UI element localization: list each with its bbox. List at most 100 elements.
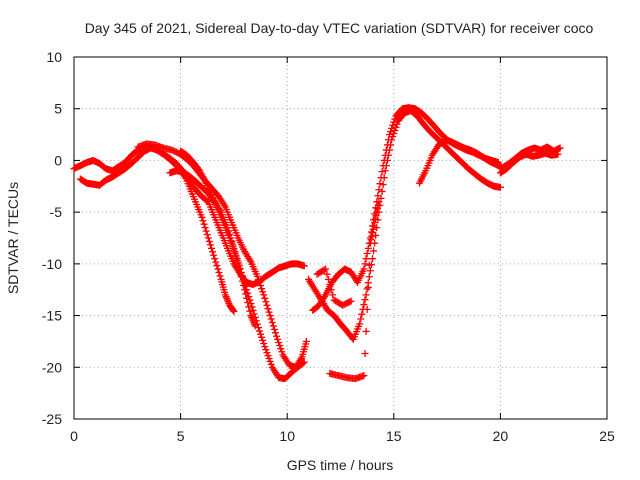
data-point (214, 265, 222, 273)
data-point (375, 186, 383, 194)
data-point (200, 220, 208, 228)
data-point (329, 291, 337, 299)
data-point (371, 218, 379, 226)
data-point (302, 337, 310, 345)
data-point (381, 167, 389, 175)
data-point (231, 250, 239, 258)
data-point (261, 343, 269, 351)
data-point (324, 275, 332, 283)
data-point (299, 359, 307, 367)
data-point (228, 239, 236, 247)
series-track-i (496, 149, 562, 177)
data-point (389, 121, 397, 129)
data-point (215, 268, 223, 276)
data-series (70, 104, 564, 383)
data-point (363, 305, 371, 313)
data-point (259, 288, 267, 296)
data-point (374, 201, 382, 209)
x-tick-label: 20 (493, 428, 509, 444)
y-tick-label: -15 (42, 308, 62, 324)
data-point (379, 162, 387, 170)
data-point (277, 345, 285, 353)
data-point (361, 296, 369, 304)
plot-frame (73, 56, 608, 420)
y-tick-label: -20 (42, 359, 62, 375)
data-point (271, 329, 279, 337)
y-tick-label: -25 (42, 411, 62, 427)
data-point (208, 244, 216, 252)
data-point (362, 255, 370, 263)
data-point (363, 250, 371, 258)
data-point (255, 278, 263, 286)
data-point (300, 358, 308, 366)
y-tick-label: 5 (54, 101, 62, 117)
x-tick-label: 15 (386, 428, 402, 444)
data-point (362, 291, 370, 299)
data-point (377, 174, 385, 182)
data-point (205, 237, 213, 245)
data-point (236, 268, 244, 276)
data-point (375, 198, 383, 206)
data-point (230, 307, 238, 315)
data-point (229, 243, 237, 251)
y-tick-label: -5 (50, 204, 63, 220)
data-point (367, 236, 375, 244)
data-point (209, 248, 217, 256)
data-point (323, 270, 331, 278)
data-point (370, 222, 378, 230)
data-point (366, 267, 374, 275)
data-point (273, 332, 281, 340)
data-point (357, 315, 365, 323)
data-point (369, 225, 377, 233)
y-tick-label: 0 (54, 152, 62, 168)
data-point (210, 251, 218, 259)
data-point (378, 168, 386, 176)
data-point (365, 261, 373, 269)
data-point (346, 298, 354, 306)
data-point (362, 327, 370, 335)
data-point (379, 181, 387, 189)
data-point (268, 318, 276, 326)
data-point (199, 217, 207, 225)
data-point (300, 262, 308, 270)
data-point (390, 118, 398, 126)
data-point (360, 301, 368, 309)
series-track-c (134, 140, 310, 371)
data-point (388, 124, 396, 132)
data-point (249, 306, 257, 314)
data-point (347, 297, 355, 305)
data-point (258, 285, 266, 293)
data-point (380, 156, 388, 164)
data-point (254, 324, 262, 332)
data-point (239, 281, 247, 289)
y-axis-label: SDTVAR / TECUs (5, 182, 21, 294)
data-point (261, 294, 269, 302)
data-point (275, 338, 283, 346)
data-point (373, 208, 381, 216)
data-point (363, 285, 371, 293)
data-point (554, 150, 562, 158)
data-point (244, 299, 252, 307)
axes-ticks: 0 5 10 15 20 25 -25 -20 -15 -10 -5 0 5 10 (42, 49, 615, 444)
chart-title: Day 345 of 2021, Sidereal Day-to-day VTE… (85, 20, 594, 36)
data-point (556, 144, 564, 152)
data-point (201, 224, 209, 232)
data-point (364, 283, 372, 291)
data-point (235, 264, 243, 272)
data-point (257, 282, 265, 290)
data-point (203, 231, 211, 239)
data-point (254, 275, 262, 283)
data-point (260, 291, 268, 299)
data-point (246, 307, 254, 315)
data-point (257, 330, 265, 338)
data-point (326, 281, 334, 289)
data-point (366, 239, 374, 247)
series-track-a (70, 142, 238, 315)
data-point (274, 335, 282, 343)
data-point (269, 322, 277, 330)
data-point (263, 301, 271, 309)
data-point (373, 205, 381, 213)
data-point (368, 232, 376, 240)
data-point (320, 266, 328, 274)
x-tick-label: 10 (279, 428, 295, 444)
